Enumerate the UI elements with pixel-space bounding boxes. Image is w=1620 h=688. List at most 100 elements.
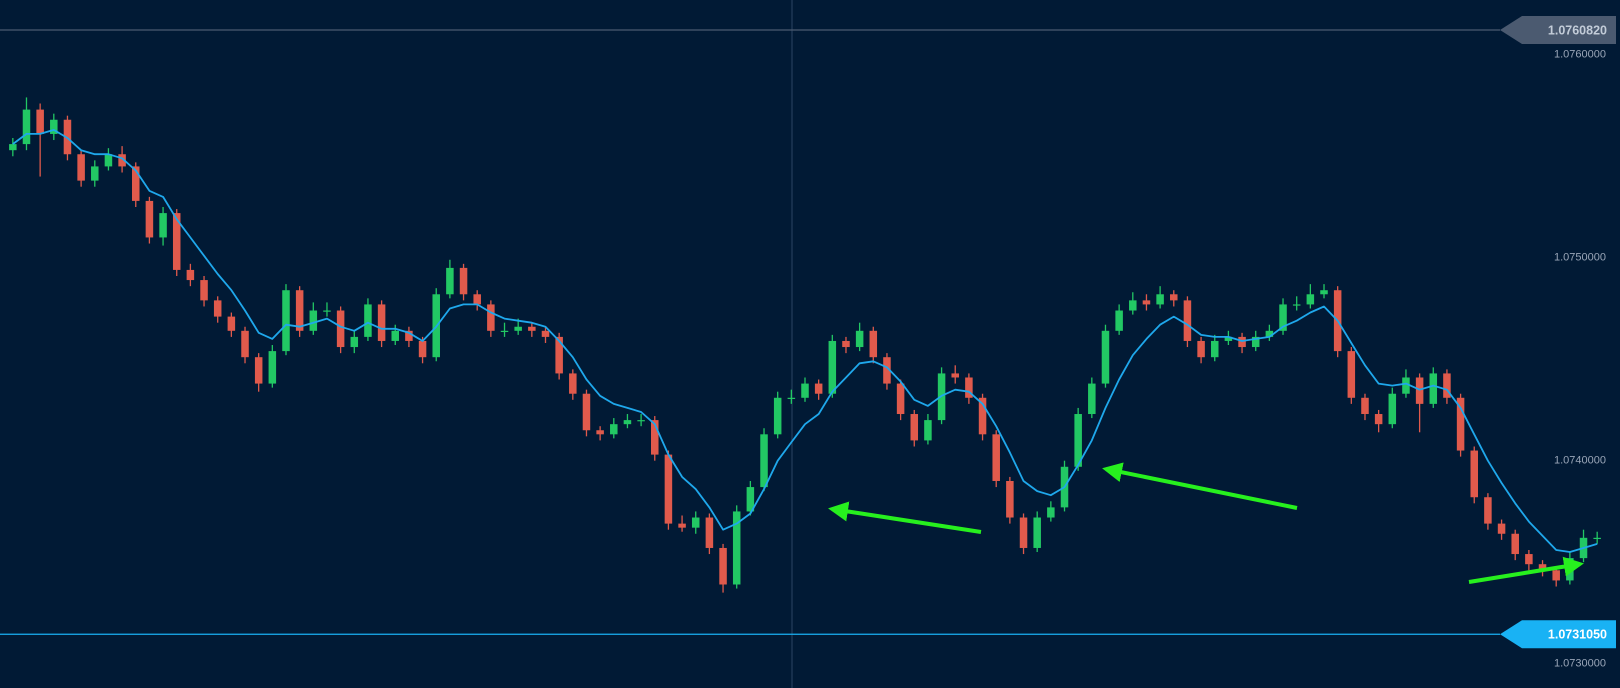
candle-body [1456, 397, 1465, 451]
candle-body [719, 547, 727, 585]
candle-body [1210, 340, 1219, 358]
candle-body [473, 294, 481, 305]
candle-body [459, 267, 468, 295]
candle-body [1115, 310, 1123, 331]
candle-body [610, 424, 618, 435]
candle-body [268, 351, 277, 384]
candle-body [569, 373, 577, 394]
candle-body [978, 397, 987, 435]
candle-body [965, 377, 973, 398]
candle-body [1402, 377, 1410, 394]
price-tag [1500, 16, 1616, 45]
y-tick-label: 1.0730000 [1554, 657, 1606, 669]
candle-body [555, 336, 563, 374]
candle-body [910, 414, 919, 441]
candle-body [91, 166, 99, 181]
candle-body [1074, 414, 1082, 467]
candle-body [1511, 533, 1519, 555]
candle-body [1279, 304, 1287, 331]
plot [0, 29, 1601, 635]
candle-body [377, 304, 386, 341]
candle-body [787, 397, 796, 399]
candle-body [22, 109, 31, 145]
candle-body [1224, 336, 1233, 341]
candle-body [336, 310, 345, 348]
candle-body [1265, 330, 1274, 337]
arrow [828, 501, 982, 534]
candle-body [1033, 517, 1041, 548]
candle-body [186, 269, 195, 281]
candle-body [1552, 570, 1560, 581]
candle-body [323, 310, 331, 312]
candle-body [1197, 340, 1205, 358]
annotations [828, 462, 1584, 584]
candle-body [145, 200, 154, 238]
candle-body [1470, 450, 1479, 498]
candle-body [77, 154, 85, 181]
candle-body [1292, 304, 1301, 306]
candle-body [1415, 377, 1424, 404]
candle-body [131, 166, 140, 201]
candle-body [596, 430, 604, 435]
candle-body [760, 434, 768, 488]
candle-body [1047, 507, 1055, 518]
candle-body [528, 326, 536, 331]
y-tick-label: 1.0750000 [1554, 252, 1606, 264]
candle-body [842, 340, 850, 348]
candle-body [50, 119, 58, 134]
candle-body [1320, 290, 1328, 295]
candle-body [1361, 397, 1369, 415]
candle-body [1388, 393, 1397, 425]
candle-body [1251, 336, 1260, 348]
candle-body [200, 280, 208, 301]
arrow [1102, 462, 1298, 510]
candle-body [487, 304, 495, 331]
candle-body [104, 154, 113, 167]
candle-body [1183, 300, 1192, 341]
candle-body [1142, 300, 1151, 305]
candle-body [1525, 554, 1533, 565]
candle-body [1306, 294, 1315, 305]
candle-body [924, 420, 932, 441]
candle-body [1374, 414, 1383, 425]
candle-body [1497, 523, 1506, 534]
candle-body [405, 330, 413, 341]
candle-body [1443, 373, 1451, 398]
candle-body [705, 517, 714, 548]
candle-body [1156, 294, 1164, 305]
candle-body [1429, 373, 1438, 404]
candle-body [746, 487, 755, 512]
price-tag [1500, 620, 1616, 649]
candle-body [213, 300, 222, 317]
candle-body [241, 330, 249, 358]
candle-body [172, 213, 181, 270]
candle-body [896, 383, 905, 415]
candle-body [295, 290, 304, 331]
candle-body [678, 523, 686, 528]
candle-body [227, 316, 236, 331]
candle-body [364, 304, 372, 337]
candle-body [418, 340, 427, 358]
candle-body [651, 420, 659, 455]
y-tick-label: 1.0740000 [1554, 454, 1606, 466]
candle-body [1101, 330, 1110, 384]
candle-body [282, 290, 290, 352]
candle-body [1593, 537, 1601, 540]
candle-body [391, 330, 400, 341]
candle-body [951, 373, 959, 378]
candle-body [254, 357, 263, 384]
candle-body [350, 336, 359, 348]
moving-average [12, 128, 1598, 553]
y-tick-label: 1.0760000 [1554, 49, 1606, 61]
candle-body [446, 267, 454, 295]
candle-body [637, 420, 645, 422]
candle-body [773, 397, 782, 435]
candle-body [541, 330, 550, 337]
arrow [1468, 556, 1584, 584]
candle-body [1538, 564, 1547, 571]
candle-body [855, 330, 864, 348]
candle-body [1238, 336, 1246, 348]
